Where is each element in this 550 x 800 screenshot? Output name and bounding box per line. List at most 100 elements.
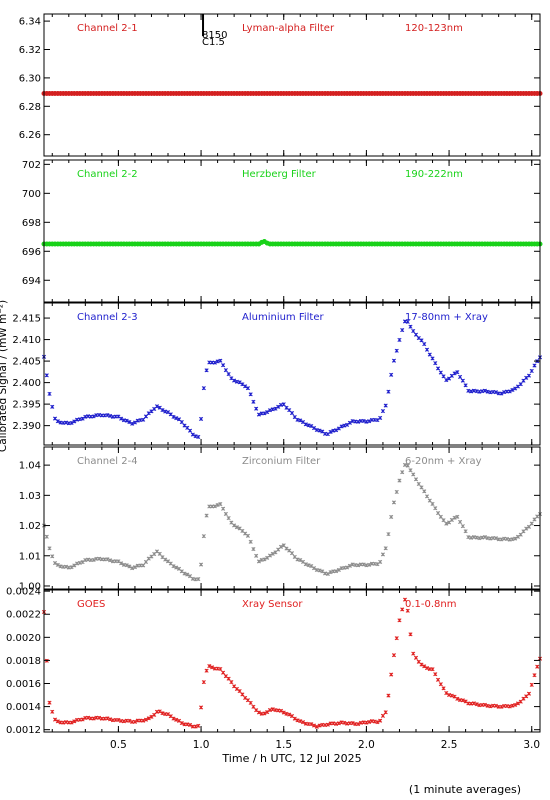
data-point <box>221 670 226 675</box>
data-point <box>510 703 515 708</box>
data-point <box>444 521 449 526</box>
data-point <box>262 711 267 716</box>
data-point <box>55 562 60 567</box>
y-tick-label: 698 <box>22 218 41 229</box>
data-point <box>185 572 190 577</box>
data-point <box>438 514 443 519</box>
data-point <box>232 378 237 383</box>
data-point <box>196 723 201 728</box>
data-point <box>460 378 465 383</box>
data-point <box>466 388 471 393</box>
data-point <box>375 720 380 725</box>
data-point <box>245 386 250 391</box>
data-point <box>386 532 391 537</box>
data-point <box>63 420 69 425</box>
data-point <box>199 562 204 567</box>
data-point <box>267 708 273 713</box>
data-point <box>347 563 352 568</box>
data-point <box>367 562 372 567</box>
data-point <box>334 569 339 574</box>
data-point <box>328 429 333 434</box>
data-point <box>405 463 410 468</box>
data-point <box>449 693 454 698</box>
data-point <box>212 360 217 365</box>
data-point <box>419 662 424 667</box>
data-point <box>435 677 441 682</box>
x-tick-label: 0.5 <box>110 739 127 751</box>
data-point <box>132 420 137 425</box>
data-point <box>132 565 137 570</box>
panel-4: 1.04 1.03 1.02 1.01 1.00 Channel 2-4 Zirconium… <box>19 446 543 592</box>
data-point <box>416 481 421 487</box>
data-point <box>284 711 289 716</box>
averaging-note: (1 minute averages) <box>409 783 521 796</box>
data-point <box>298 558 303 563</box>
data-point <box>452 371 457 376</box>
data-point <box>342 423 347 428</box>
data-point <box>400 607 405 612</box>
y-tick-label: 0.0012 <box>6 725 41 736</box>
data-point <box>507 704 512 709</box>
data-point <box>532 673 537 678</box>
data-point <box>356 563 361 568</box>
data-point <box>504 536 509 542</box>
data-point <box>248 392 253 397</box>
data-point <box>438 370 443 375</box>
data-point <box>171 716 176 721</box>
data-point <box>182 571 187 576</box>
data-point <box>201 534 206 539</box>
data-point <box>339 424 344 429</box>
data-point <box>356 419 361 424</box>
data-point <box>196 434 201 440</box>
data-point <box>256 412 261 417</box>
data-point <box>234 379 239 384</box>
data-point <box>433 361 438 366</box>
data-point <box>430 667 435 672</box>
data-point <box>171 414 176 419</box>
y-tick-label: 6.32 <box>19 45 41 56</box>
data-point <box>535 664 540 669</box>
data-point <box>430 501 435 506</box>
y-tick-label: 6.30 <box>19 73 41 84</box>
data-point <box>157 709 162 714</box>
data-point <box>273 406 278 411</box>
data-point <box>435 366 441 371</box>
data-point <box>474 389 479 394</box>
data-point <box>69 565 74 570</box>
data-point <box>433 506 438 511</box>
y-tick-label: 694 <box>22 276 41 287</box>
data-point <box>212 504 217 509</box>
data-point <box>298 719 303 724</box>
data-point <box>265 410 270 415</box>
data-point <box>427 498 432 503</box>
channel-label: Channel 2-4 <box>77 456 138 467</box>
data-point <box>50 554 55 559</box>
data-point <box>389 372 394 377</box>
data-point <box>438 682 443 687</box>
data-point <box>47 546 52 551</box>
data-point <box>199 416 204 421</box>
panel-2: 702 700 698 696 694 Channel 2-2 Herzberg Filte… <box>22 159 543 303</box>
data-point <box>124 563 129 568</box>
data-point <box>281 710 286 715</box>
band-label: 17-80nm + Xray <box>405 312 488 323</box>
data-point <box>47 700 52 705</box>
data-point <box>402 597 408 602</box>
y-tick-label: 2.390 <box>12 421 41 432</box>
data-point <box>226 516 231 521</box>
data-point <box>83 414 88 419</box>
data-point <box>251 704 256 709</box>
channel-label: GOES <box>77 599 105 610</box>
data-point <box>518 382 523 387</box>
data-point <box>513 536 518 541</box>
y-tick-label: 1.03 <box>19 491 41 502</box>
data-point <box>458 519 463 525</box>
data-point <box>245 533 250 538</box>
series-points <box>41 462 543 582</box>
x-axis-label: Time / h UTC, 12 Jul 2025 <box>221 752 361 765</box>
y-tick-label: 2.405 <box>12 357 41 368</box>
data-point <box>262 557 267 562</box>
data-point <box>289 411 295 416</box>
data-point <box>223 368 228 373</box>
